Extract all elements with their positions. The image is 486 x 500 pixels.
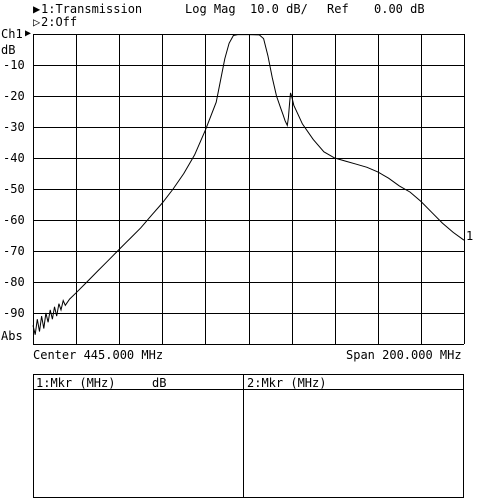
channel-2-measurement-label[interactable]: 2:Off bbox=[41, 15, 78, 29]
span-frequency-label: Span 200.000 MHz bbox=[346, 348, 462, 362]
y-tick-label: -30 bbox=[3, 120, 25, 134]
channel-2-marker: ▷ bbox=[33, 15, 41, 29]
plot-grid bbox=[33, 34, 465, 345]
y-tick-label: -10 bbox=[3, 58, 25, 72]
channel-label: Ch1 bbox=[1, 27, 23, 41]
marker-table: 1:Mkr (MHz) dB 2:Mkr (MHz) bbox=[33, 374, 464, 498]
channel-1-measurement-label[interactable]: 1:Transmission bbox=[41, 2, 143, 16]
ref-label: Ref bbox=[327, 2, 349, 16]
unit-label: dB bbox=[1, 43, 16, 57]
y-tick-label: -20 bbox=[3, 89, 25, 103]
trace-plot[interactable] bbox=[0, 0, 486, 350]
marker-2-header: 2:Mkr (MHz) bbox=[247, 376, 327, 390]
center-frequency-label: Center 445.000 MHz bbox=[33, 348, 164, 362]
abs-label: Abs bbox=[1, 329, 23, 343]
marker-1-header: 1:Mkr (MHz) bbox=[36, 376, 116, 390]
format-label: Log Mag bbox=[185, 2, 236, 16]
y-tick-label: -70 bbox=[3, 244, 25, 258]
ref-value: 0.00 dB bbox=[374, 2, 425, 16]
transmission-trace bbox=[32, 34, 465, 335]
y-tick-label: -60 bbox=[3, 213, 25, 227]
reference-level-arrow-icon: ▶ bbox=[25, 28, 32, 39]
y-tick-label: -40 bbox=[3, 151, 25, 165]
channel-1-active-marker: ▶ bbox=[33, 2, 41, 16]
y-tick-label: -80 bbox=[3, 275, 25, 289]
marker-table-column-divider bbox=[243, 375, 244, 497]
marker-table-header-divider bbox=[34, 389, 463, 390]
y-tick-label: -50 bbox=[3, 182, 25, 196]
trace-end-marker: 1 bbox=[466, 229, 474, 243]
scale-label: 10.0 dB/ bbox=[250, 2, 308, 16]
y-tick-label: -90 bbox=[3, 306, 25, 320]
marker-1-unit: dB bbox=[152, 376, 167, 390]
